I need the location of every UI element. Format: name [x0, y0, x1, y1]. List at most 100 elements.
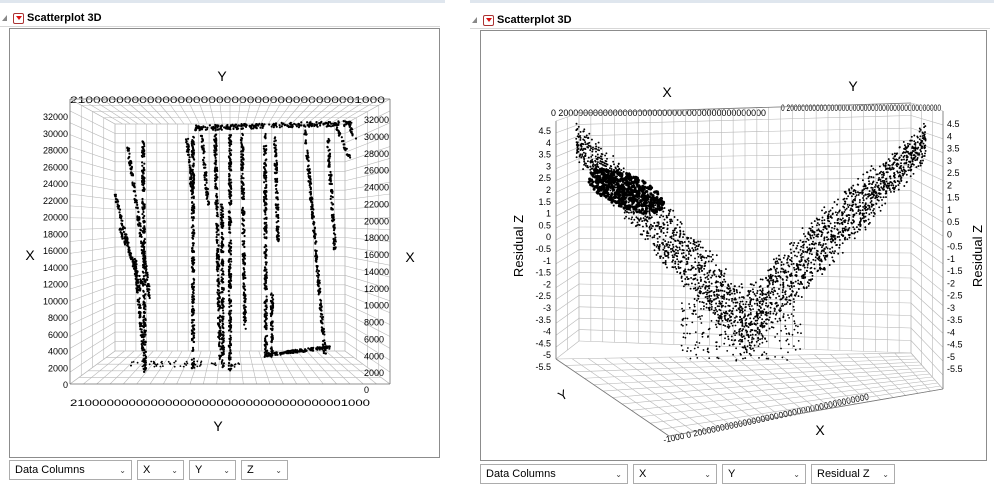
right-tick-label: 30000: [364, 132, 389, 142]
left-tick-label: 18000: [43, 229, 68, 239]
column-selector-bar: Data Columns ⌄ X ⌄ Y ⌄ Z ⌄: [9, 460, 288, 480]
chevron-down-icon: ⌄: [171, 465, 178, 475]
top-tick-labels: 0 20000000000000000000000000000000000000…: [551, 108, 766, 118]
left-tick-label: 3.5: [538, 150, 551, 160]
left-tick-label: -4.5: [535, 338, 551, 348]
dropdown-label: X: [639, 468, 647, 480]
left-tick-label: 0.5: [538, 220, 551, 230]
chevron-down-icon: ⌄: [275, 465, 282, 475]
red-triangle-menu-icon[interactable]: [483, 14, 494, 26]
right-tick-label: -5: [947, 352, 955, 362]
left-tick-label: 1.5: [538, 197, 551, 207]
bottom-y-tick-labels: -1000 0 20000000000000000000000000000000…: [662, 392, 869, 445]
panel-top-border: [470, 0, 994, 3]
x-column-dropdown[interactable]: X ⌄: [137, 460, 184, 480]
left-tick-label: 2: [546, 185, 551, 195]
axis-label-residual-z-left: Residual Z: [511, 215, 526, 277]
disclosure-triangle-icon[interactable]: [2, 14, 10, 22]
scatterplot-3d-canvas[interactable]: Y Y X X 21000000000000000000000000000000…: [10, 29, 439, 457]
data-columns-dropdown[interactable]: Data Columns ⌄: [480, 464, 628, 484]
right-tick-label: 26000: [364, 166, 389, 176]
left-tick-labels: 4.5 4 3.53 2.5 2 1.5 10.5 0 -0.5 -1 -1.5-2 -2.5 -3 -3…: [535, 126, 551, 372]
right-tick-label: -3.5: [947, 315, 963, 325]
right-tick-labels: 4.5 4 3.5 3 2.5 2 1.5 1 0.5 0 -0.5 -1 -1.5 -2 -2.5 -3 -3…: [947, 119, 963, 374]
x-column-dropdown[interactable]: X ⌄: [633, 464, 717, 484]
axis-label-x-left: X: [25, 247, 35, 263]
right-tick-label: -5.5: [947, 364, 963, 374]
right-tick-label: 22000: [364, 199, 389, 209]
left-tick-label: 4000: [48, 347, 68, 357]
left-tick-label: 12000: [43, 280, 68, 290]
left-tick-label: -1.5: [535, 268, 551, 278]
right-tick-label: 4: [947, 131, 952, 141]
panel-top-border: [0, 0, 445, 3]
disclosure-triangle-icon[interactable]: [472, 16, 480, 24]
data-points: [575, 122, 927, 362]
chevron-down-icon: ⌄: [704, 469, 711, 479]
left-tick-label: 24000: [43, 179, 68, 189]
axis-label-y-top: Y: [848, 78, 858, 94]
right-tick-label: 18000: [364, 233, 389, 243]
chevron-down-icon: ⌄: [882, 469, 889, 479]
y-column-dropdown[interactable]: Y ⌄: [189, 460, 236, 480]
chevron-down-icon: ⌄: [615, 469, 622, 479]
left-tick-label: 4: [546, 138, 551, 148]
dropdown-label: Y: [728, 468, 736, 480]
axis-label-y-bottom: Y: [555, 386, 570, 403]
axis-label-y-top: Y: [217, 68, 227, 84]
right-tick-label: 24000: [364, 183, 389, 193]
plot-frame[interactable]: Y Y X X 21000000000000000000000000000000…: [9, 28, 440, 458]
left-tick-label: 28000: [43, 146, 68, 156]
right-tick-label: -4: [947, 327, 955, 337]
left-tick-label: 6000: [48, 330, 68, 340]
right-tick-label: 3: [947, 156, 952, 166]
right-tick-label: 16000: [364, 250, 389, 260]
scatterplot-3d-canvas[interactable]: X Y Residual Z Residual Z X Y 0 20000000…: [481, 31, 986, 460]
dropdown-label: Data Columns: [486, 468, 556, 480]
panel-header: Scatterplot 3D: [470, 12, 572, 28]
z-column-dropdown[interactable]: Z ⌄: [241, 460, 288, 480]
y-column-dropdown[interactable]: Y ⌄: [722, 464, 806, 484]
dropdown-label: Y: [195, 464, 203, 476]
right-tick-label: 4000: [364, 351, 384, 361]
right-tick-labels: 32000 30000 28000 26000 24000 22000 20000 18000…: [364, 115, 389, 395]
chevron-down-icon: ⌄: [223, 465, 230, 475]
left-tick-label: 10000: [43, 296, 68, 306]
right-tick-label: -0.5: [947, 242, 963, 252]
right-tick-label: 28000: [364, 149, 389, 159]
left-tick-label: -2.5: [535, 291, 551, 301]
dropdown-label: X: [143, 464, 151, 476]
chevron-down-icon: ⌄: [793, 469, 800, 479]
right-tick-label: 12000: [364, 284, 389, 294]
left-tick-labels: 3200030000280002600024000220002000018000…: [43, 112, 68, 390]
left-tick-label: 32000: [43, 112, 68, 122]
top-tick-labels: 2100000000000000000000000000000000000100…: [70, 95, 385, 105]
axis-label-x-top: X: [662, 84, 672, 100]
left-tick-label: -0.5: [535, 244, 551, 254]
bottom-tick-labels: 2100000000000000000000000000000000000100…: [70, 398, 370, 408]
scatterplot-3d-panel-left: Scatterplot 3D Y Y X X 21000000000000000…: [0, 0, 445, 486]
right-tick-label: -1: [947, 254, 955, 264]
left-tick-label: 20000: [43, 213, 68, 223]
right-tick-label: 1: [947, 205, 952, 215]
data-columns-dropdown[interactable]: Data Columns ⌄: [9, 460, 132, 480]
plot-frame[interactable]: X Y Residual Z Residual Z X Y 0 20000000…: [480, 30, 987, 461]
left-tick-label: -5.5: [535, 362, 551, 372]
axis-label-y-bottom: Y: [213, 418, 223, 434]
right-tick-label: 10000: [364, 301, 389, 311]
left-tick-label: 2000: [48, 363, 68, 373]
left-tick-label: 14000: [43, 263, 68, 273]
header-divider: [470, 28, 990, 29]
residual-z-column-dropdown[interactable]: Residual Z ⌄: [811, 464, 895, 484]
red-triangle-menu-icon[interactable]: [13, 12, 24, 24]
right-tick-label: 32000: [364, 115, 389, 125]
left-tick-label: -1: [543, 256, 551, 266]
right-tick-label: 0: [364, 385, 369, 395]
grid-lines: [555, 102, 944, 437]
header-divider: [0, 26, 440, 27]
right-tick-label: 2.5: [947, 168, 960, 178]
left-tick-label: 2.5: [538, 173, 551, 183]
right-tick-label: 20000: [364, 216, 389, 226]
left-tick-label: 26000: [43, 162, 68, 172]
left-tick-label: 0: [63, 380, 68, 390]
